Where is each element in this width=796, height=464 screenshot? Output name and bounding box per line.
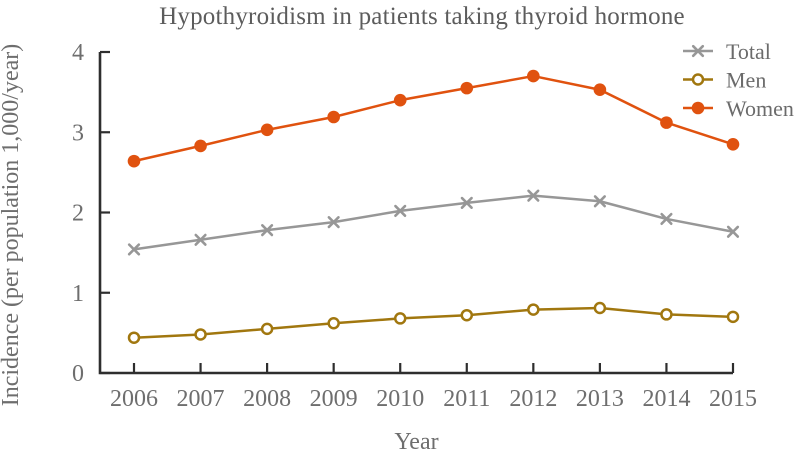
- x-axis-label: Year: [394, 429, 439, 455]
- data-point-total-2008: [261, 224, 274, 237]
- data-point-women-2007: [194, 139, 207, 153]
- data-point-men-2011: [460, 308, 474, 322]
- data-point-women-2015: [726, 137, 740, 151]
- data-point-total-2006: [127, 243, 141, 256]
- data-point-total-2012: [527, 189, 540, 202]
- data-point-men-2014: [660, 308, 673, 321]
- data-point-men-2012: [527, 303, 540, 316]
- data-point-women-2013: [593, 83, 607, 97]
- x-tick-label: 2008: [243, 386, 291, 412]
- legend-marker-total: [691, 44, 705, 58]
- y-tick-label: 3: [72, 120, 84, 146]
- data-point-men-2013: [593, 301, 607, 315]
- series-line-men: [133, 306, 734, 339]
- data-point-men-2008: [260, 322, 274, 336]
- data-point-total-2013: [593, 195, 606, 208]
- data-point-women-2011: [460, 81, 474, 95]
- legend-marker-women: [691, 101, 705, 115]
- x-tick-label: 2010: [376, 386, 424, 412]
- legend-label-women: Women: [726, 96, 794, 121]
- data-point-total-2007: [194, 233, 207, 246]
- legend-label-total: Total: [726, 39, 771, 64]
- data-point-women-2012: [527, 69, 540, 83]
- data-point-total-2014: [660, 212, 673, 226]
- x-tick-label: 2006: [110, 386, 158, 412]
- data-point-women-2008: [260, 123, 274, 137]
- legend-marker-men: [691, 73, 705, 86]
- data-point-women-2009: [327, 110, 340, 124]
- y-tick-label: 4: [72, 40, 84, 66]
- data-point-men-2009: [327, 316, 340, 330]
- series-line-women: [133, 74, 734, 163]
- y-tick-label: 2: [72, 201, 84, 227]
- data-point-total-2010: [394, 204, 407, 217]
- chart-title: Hypothyroidism in patients taking thyroi…: [159, 3, 685, 30]
- x-tick-label: 2011: [443, 386, 490, 412]
- x-tick-label: 2015: [709, 386, 757, 412]
- data-point-women-2014: [660, 116, 673, 129]
- data-point-men-2010: [393, 312, 407, 325]
- data-point-women-2010: [393, 93, 407, 107]
- x-tick-label: 2009: [310, 386, 358, 412]
- data-point-total-2015: [726, 225, 740, 238]
- x-tick-label: 2007: [177, 386, 225, 412]
- x-tick-label: 2013: [576, 386, 624, 412]
- y-tick-label: 1: [72, 281, 84, 307]
- data-point-total-2011: [460, 196, 473, 209]
- x-tick-label: 2014: [642, 386, 690, 412]
- legend-label-men: Men: [726, 68, 766, 93]
- data-point-men-2007: [194, 328, 207, 341]
- y-tick-label: 0: [72, 361, 84, 387]
- data-point-total-2009: [327, 216, 340, 229]
- data-point-women-2006: [127, 154, 141, 168]
- data-point-men-2006: [127, 331, 141, 344]
- data-point-men-2015: [726, 310, 740, 324]
- x-tick-label: 2012: [509, 386, 557, 412]
- series-line-total: [133, 194, 734, 251]
